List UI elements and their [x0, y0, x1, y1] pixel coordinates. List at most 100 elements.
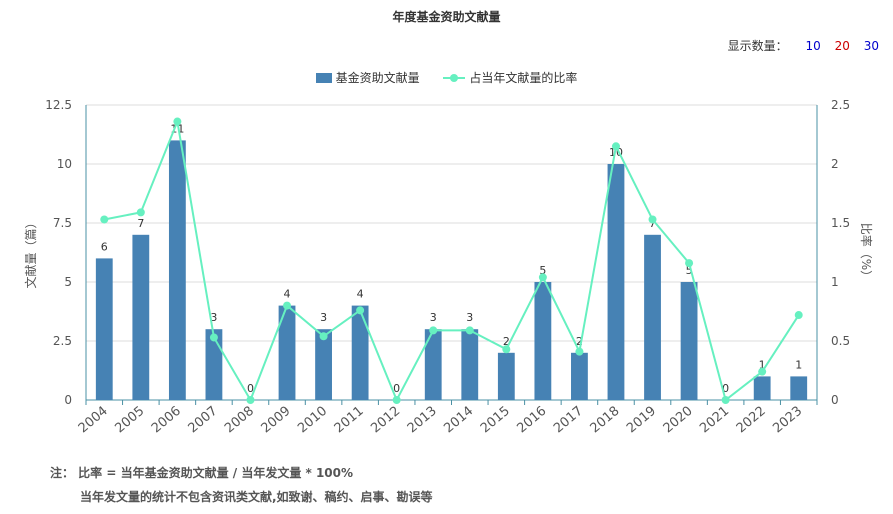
bar	[571, 352, 588, 400]
chart-legend: 基金资助文献量 占当年文献量的比率	[0, 69, 893, 86]
x-tick-label: 2007	[186, 404, 221, 437]
ratio-point	[575, 347, 584, 356]
y-left-tick-label: 5	[64, 275, 72, 289]
ratio-point	[721, 396, 730, 404]
display-count-option-20[interactable]: 20	[834, 39, 850, 53]
bar	[315, 329, 332, 400]
ratio-point	[648, 215, 657, 224]
bar	[351, 305, 369, 400]
bar	[132, 234, 150, 400]
bar-value-label: 1	[795, 358, 802, 371]
display-count-option-10[interactable]: 10	[805, 39, 821, 53]
bar	[461, 329, 479, 400]
ratio-point	[392, 396, 401, 404]
bar-value-label: 3	[466, 311, 473, 324]
bar-value-label: 3	[430, 311, 437, 324]
x-tick-label: 2009	[259, 404, 294, 437]
bar-value-label: 5	[539, 264, 546, 277]
x-tick-label: 2022	[734, 404, 769, 437]
x-tick-label: 2004	[76, 404, 111, 437]
x-tick-label: 2010	[295, 404, 330, 437]
x-tick-label: 2014	[441, 404, 476, 437]
ratio-point	[502, 345, 511, 354]
legend-line-swatch	[443, 73, 466, 82]
legend-bar-swatch	[315, 72, 332, 83]
bar-value-label: 1	[759, 358, 766, 371]
ratio-line	[104, 117, 800, 403]
bar-value-label: 4	[357, 288, 364, 301]
bar	[205, 329, 223, 400]
footnote-line-1: 注： 比率 = 当年基金资助文献量 / 当年发文量 * 100%	[50, 466, 354, 480]
bar	[607, 164, 625, 400]
x-tick-label: 2011	[332, 404, 367, 437]
x-tick-label: 2012	[368, 404, 403, 437]
bar	[680, 282, 698, 400]
y-axis-left-title: 文献量（篇）	[23, 216, 38, 288]
ratio-point	[758, 367, 767, 376]
ratio-point	[685, 259, 694, 268]
chart-title: 年度基金资助文献量	[392, 10, 501, 24]
bar	[497, 352, 515, 400]
y-right-tick-label: 2	[831, 157, 839, 171]
bar-value-label: 4	[284, 288, 291, 301]
footnote-line-2: 当年发文量的统计不包含资讯类文献,如致谢、稿约、启事、勘误等	[80, 490, 433, 504]
legend-line-label: 占当年文献量的比率	[469, 71, 578, 85]
bar-value-label: 0	[722, 382, 729, 395]
bar	[168, 140, 186, 400]
y-right-tick-label: 1	[831, 275, 839, 289]
x-tick-label: 2013	[405, 404, 440, 437]
x-tick-label: 2019	[624, 404, 659, 437]
y-right-tick-label: 0	[831, 393, 839, 407]
ratio-point	[794, 311, 803, 320]
bar-value-label: 3	[210, 311, 217, 324]
display-count-selector: 显示数量： 10 20 30	[728, 37, 879, 54]
y-axis-right-title: 比率（%）	[859, 223, 874, 282]
y-right-tick-label: 1.5	[831, 216, 850, 230]
bar-value-label: 2	[503, 335, 510, 348]
ratio-point	[429, 326, 438, 335]
footnote: 注： 比率 = 当年基金资助文献量 / 当年发文量 * 100% 当年发文量的统…	[50, 461, 433, 509]
x-tick-label: 2008	[222, 404, 257, 437]
x-tick-label: 2021	[697, 404, 732, 437]
x-tick-label: 2005	[112, 404, 147, 437]
legend-bar-label: 基金资助文献量	[335, 71, 420, 85]
bar-value-label: 0	[247, 382, 254, 395]
ratio-point	[319, 332, 328, 341]
bar	[424, 329, 442, 400]
bar-value-label: 6	[101, 240, 108, 253]
bar	[534, 282, 552, 400]
display-count-label: 显示数量：	[727, 39, 788, 53]
bar	[278, 305, 296, 400]
x-tick-label: 2006	[149, 404, 184, 437]
ratio-point	[209, 333, 218, 342]
bar-value-label: 10	[609, 146, 623, 159]
display-count-option-30[interactable]: 30	[863, 39, 879, 53]
x-tick-label: 2017	[551, 404, 586, 437]
legend-item-line[interactable]: 占当年文献量的比率	[443, 69, 577, 86]
x-tick-label: 2018	[588, 404, 623, 437]
bar	[95, 258, 113, 400]
x-tick-label: 2020	[661, 404, 696, 437]
ratio-point	[173, 117, 182, 126]
bar	[790, 376, 808, 400]
bar	[753, 376, 771, 400]
ratio-point	[356, 306, 365, 315]
x-tick-label: 2015	[478, 404, 513, 437]
y-left-tick-label: 12.5	[45, 98, 72, 112]
bar	[644, 234, 661, 400]
ratio-point	[611, 142, 620, 151]
ratio-point	[100, 215, 109, 224]
ratio-point	[136, 208, 145, 217]
legend-item-bar[interactable]: 基金资助文献量	[315, 69, 420, 86]
bar-value-label: 5	[686, 264, 693, 277]
y-right-tick-label: 0.5	[831, 334, 850, 348]
y-right-tick-label: 2.5	[831, 98, 850, 112]
bar-value-label: 2	[576, 335, 583, 348]
bar-value-label: 0	[393, 382, 400, 395]
y-left-tick-label: 7.5	[53, 216, 72, 230]
ratio-point	[465, 326, 474, 335]
bar-value-label: 7	[137, 217, 144, 230]
y-left-tick-label: 2.5	[53, 334, 72, 348]
x-tick-label: 2023	[770, 404, 805, 437]
